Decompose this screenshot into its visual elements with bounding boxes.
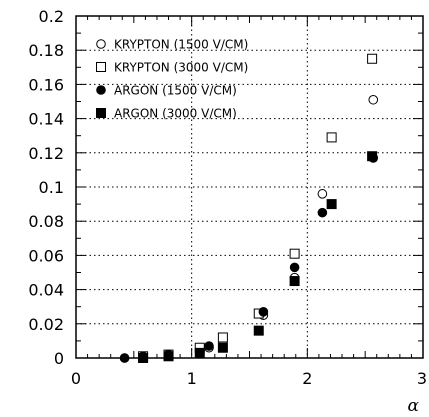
y-tick-label-6: 0.12 <box>28 144 64 163</box>
legend-entry-1: KRYPTON (3000 V/CM) <box>96 61 248 75</box>
point-s3-6 <box>326 199 337 210</box>
legend-marker-2 <box>96 85 106 95</box>
x-axis-title: α <box>408 396 420 416</box>
grid <box>76 16 423 358</box>
y-tick-label-7: 0.14 <box>28 110 64 129</box>
x-tick-label-2: 2 <box>302 369 312 388</box>
x-tick-labels: 0 1 2 3 <box>71 369 427 388</box>
legend-entry-2: ARGON (1500 V/CM) <box>96 84 237 98</box>
y-tick-label-8: 0.16 <box>28 75 64 94</box>
legend-marker-3 <box>96 108 106 118</box>
y-tick-label-2: 0.04 <box>28 281 64 300</box>
point-s2-5 <box>289 262 300 273</box>
y-tick-label-0: 0 <box>54 349 64 368</box>
point-s2-4 <box>258 307 269 317</box>
point-s1-6 <box>326 132 337 143</box>
y-tick-label-1: 0.02 <box>28 315 64 334</box>
series-0 <box>119 94 379 363</box>
y-tick-labels: 0 0.02 0.04 0.06 0.08 0.1 0.12 0.14 0.16 0.18 0.2 <box>28 7 64 368</box>
point-s0-8 <box>317 189 328 199</box>
series-1 <box>138 53 378 362</box>
legend-label-3: ARGON (3000 V/CM) <box>114 107 237 121</box>
y-tick-label-10: 0.2 <box>39 7 64 26</box>
legend-label-1: KRYPTON (3000 V/CM) <box>114 61 248 75</box>
point-s3-7 <box>367 151 378 162</box>
plot-frame <box>75 15 424 359</box>
point-s0-9 <box>368 94 379 105</box>
y-tick-label-9: 0.18 <box>28 41 64 60</box>
point-s3-1 <box>163 351 174 362</box>
data-points <box>119 53 379 363</box>
legend-label-0: KRYPTON (1500 V/CM) <box>114 38 248 52</box>
legend-marker-0 <box>96 39 106 49</box>
point-s1-7 <box>367 53 378 64</box>
legend: KRYPTON (1500 V/CM) KRYPTON (3000 V/CM) AR… <box>96 38 248 121</box>
legend-marker-1 <box>96 62 106 72</box>
point-s1-5 <box>289 248 300 259</box>
legend-entry-3: ARGON (3000 V/CM) <box>96 107 237 121</box>
point-s2-3 <box>204 341 214 351</box>
x-tick-label-0: 0 <box>71 369 81 388</box>
point-s3-3 <box>217 342 228 353</box>
y-tick-label-3: 0.06 <box>28 246 64 265</box>
y-tick-label-4: 0.08 <box>28 212 64 231</box>
point-s2-6 <box>317 207 328 218</box>
series-3 <box>138 151 378 363</box>
y-tick-label-5: 0.1 <box>39 178 64 197</box>
series-2 <box>119 153 379 363</box>
point-s1-3 <box>217 332 228 343</box>
point-s3-4 <box>253 325 264 336</box>
point-s3-2 <box>194 347 205 358</box>
x-tick-label-1: 1 <box>187 369 197 388</box>
legend-label-2: ARGON (1500 V/CM) <box>114 84 237 98</box>
legend-entry-0: KRYPTON (1500 V/CM) <box>96 38 248 52</box>
point-s3-5 <box>289 276 300 287</box>
x-tick-label-3: 3 <box>417 369 427 388</box>
